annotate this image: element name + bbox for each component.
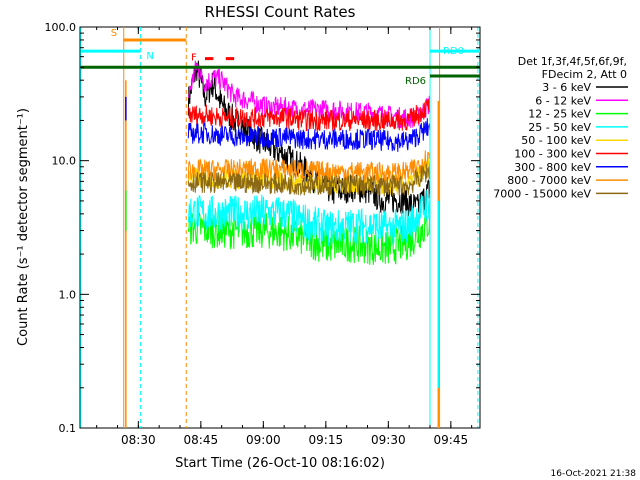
legend: Det 1f,3f,4f,5f,6f,9f,FDecim 2, Att 03 -… <box>493 55 628 200</box>
legend-entry-label: 300 - 800 keV <box>514 161 591 174</box>
flag-label: RD0 <box>443 46 464 57</box>
plot-frame <box>79 26 481 429</box>
legend-entry-label: 3 - 6 keV <box>542 81 591 94</box>
data-layer <box>125 60 440 428</box>
legend-entry-label: 7000 - 15000 keV <box>493 187 591 200</box>
legend-entry-label: 6 - 12 keV <box>535 94 591 107</box>
flag-label: N <box>146 51 153 62</box>
x-tick-label: 09:00 <box>246 433 281 447</box>
y-tick-label: 0.1 <box>59 422 77 435</box>
legend-header: FDecim 2, Att 0 <box>542 68 627 81</box>
legend-entry-label: 800 - 7000 keV <box>507 174 591 187</box>
flag-label: S <box>111 28 117 39</box>
flag-label: F <box>191 53 197 64</box>
x-tick-label: 09:15 <box>309 433 344 447</box>
chart-title: RHESSI Count Rates <box>205 3 356 21</box>
axes-layer: 0.1 1.0 10.0 100.0 08:30 08:45 09:00 09:15 09:30… <box>45 21 480 447</box>
y-tick-label: 100.0 <box>45 21 77 34</box>
x-tick-label: 08:30 <box>121 433 156 447</box>
legend-header: Det 1f,3f,4f,5f,6f,9f, <box>518 55 627 68</box>
x-axis-label: Start Time (26-Oct-10 08:16:02) <box>175 456 385 471</box>
series-line <box>187 60 431 129</box>
y-axis-label: Count Rate (s⁻¹ detector segment⁻¹) <box>16 108 31 346</box>
series-line <box>187 118 431 152</box>
series-line <box>187 96 431 132</box>
flag-label: RD6 <box>405 76 426 87</box>
legend-entry-label: 100 - 300 keV <box>514 148 591 161</box>
annotation-layer: F S N RD6 RD0 <box>80 27 480 428</box>
x-tick-label: 09:45 <box>434 433 469 447</box>
series-line <box>187 163 431 197</box>
legend-entry-label: 12 - 25 keV <box>528 108 591 121</box>
x-tick-label: 09:30 <box>371 433 406 447</box>
series-line <box>187 189 431 247</box>
plot-frame-border <box>79 26 481 429</box>
x-tick-label: 08:45 <box>184 433 219 447</box>
y-tick-label: 10.0 <box>52 155 77 168</box>
series-line <box>187 150 431 185</box>
y-tick-label: 1.0 <box>59 288 77 301</box>
legend-entry-label: 25 - 50 keV <box>528 121 591 134</box>
legend-entry-label: 50 - 100 keV <box>521 134 591 147</box>
footer-timestamp: 16-Oct-2021 21:38 <box>551 469 637 479</box>
